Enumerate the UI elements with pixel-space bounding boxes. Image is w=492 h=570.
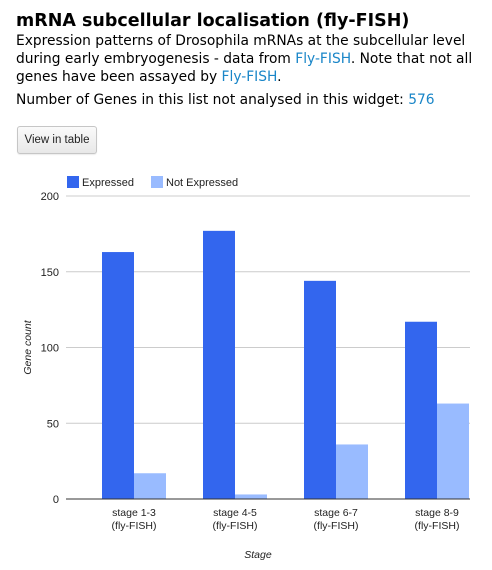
bar-expressed-1 bbox=[102, 252, 134, 499]
description-end: . bbox=[277, 69, 282, 85]
x-axis-title: Stage bbox=[244, 549, 272, 561]
widget-title: mRNA subcellular localisation (fly-FISH) bbox=[16, 11, 410, 31]
x-tick-label: stage 4-5 bbox=[213, 507, 257, 519]
bar-not-expressed-3 bbox=[336, 444, 368, 499]
legend-swatch-2 bbox=[151, 176, 163, 188]
not-analysed-count-link[interactable]: 576 bbox=[408, 92, 435, 108]
y-tick-label: 50 bbox=[47, 418, 59, 430]
y-tick-label: 0 bbox=[53, 494, 59, 506]
y-tick-label: 100 bbox=[41, 343, 59, 355]
x-tick-label: (fly-FISH) bbox=[213, 520, 258, 532]
bar-expressed-4 bbox=[405, 321, 437, 499]
bar-not-expressed-2 bbox=[235, 494, 267, 499]
legend-swatch-1 bbox=[67, 176, 79, 188]
x-tick-label: stage 6-7 bbox=[314, 507, 358, 519]
not-analysed-line: Number of Genes in this list not analyse… bbox=[16, 91, 435, 109]
bar-expressed-3 bbox=[304, 280, 336, 499]
bar-not-expressed-1 bbox=[134, 473, 166, 499]
fly-fish-link[interactable]: Fly-FISH bbox=[295, 51, 351, 67]
legend-label-2: Not Expressed bbox=[166, 177, 238, 189]
widget-description: Expression patterns of Drosophila mRNAs … bbox=[16, 32, 484, 86]
description-text: Expression patterns of Drosophila mRNAs … bbox=[16, 33, 466, 67]
x-tick-label: stage 8-9 bbox=[415, 507, 459, 519]
x-tick-label: (fly-FISH) bbox=[112, 520, 157, 532]
y-tick-label: 150 bbox=[41, 267, 59, 279]
x-tick-label: (fly-FISH) bbox=[415, 520, 460, 532]
x-tick-label: (fly-FISH) bbox=[314, 520, 359, 532]
bar-not-expressed-4 bbox=[437, 403, 469, 499]
y-axis-title: Gene count bbox=[22, 319, 34, 374]
x-tick-label: stage 1-3 bbox=[112, 507, 156, 519]
fly-fish-link-2[interactable]: Fly-FISH bbox=[221, 69, 278, 85]
legend-label-1: Expressed bbox=[82, 177, 134, 189]
view-in-table-button[interactable]: View in table bbox=[17, 126, 97, 154]
y-tick-label: 200 bbox=[41, 191, 59, 203]
not-analysed-label: Number of Genes in this list not analyse… bbox=[16, 92, 409, 108]
bar-expressed-2 bbox=[203, 230, 235, 499]
description-text-2: . Note that not all genes have been assa… bbox=[16, 51, 473, 85]
